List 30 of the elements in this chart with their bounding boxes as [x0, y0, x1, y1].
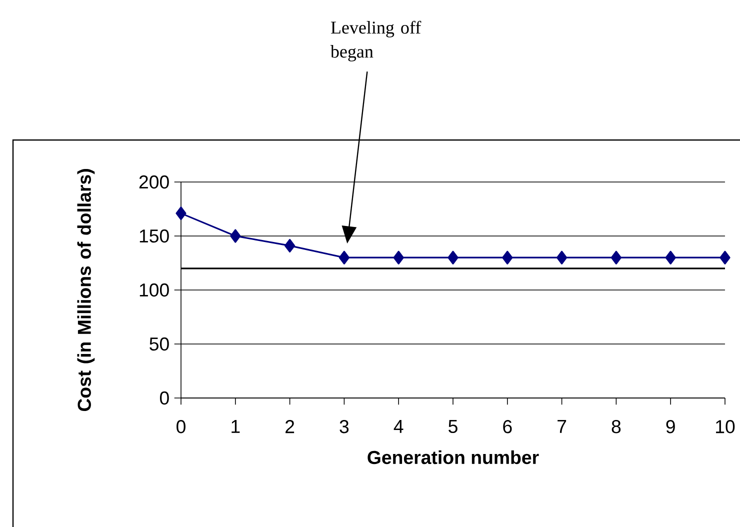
y-tick-label: 50: [150, 337, 169, 351]
point: [230, 229, 241, 243]
x-tick-label: 10: [716, 420, 735, 434]
point: [284, 238, 296, 253]
point: [665, 250, 676, 264]
y-tick-label: 150: [140, 229, 169, 243]
point: [502, 250, 513, 264]
point: [176, 206, 186, 220]
point: [720, 250, 730, 264]
point: [448, 250, 458, 264]
y-tick-label: 100: [140, 283, 169, 297]
x-tick-label: 4: [394, 420, 404, 433]
x-tick-label: 8: [612, 420, 621, 434]
point: [393, 250, 404, 264]
point: [338, 250, 350, 264]
x-tick-label: 0: [176, 420, 186, 434]
y-axis-title: Cost (in Millions of dollars): [77, 169, 95, 412]
point: [610, 250, 622, 264]
y-tick-label: 0: [160, 391, 169, 405]
y-tick-label: 200: [139, 175, 169, 189]
x-tick-label: 5: [448, 420, 458, 434]
x-axis-title: Generation number: [368, 450, 539, 464]
x-tick-label: 3: [340, 420, 349, 434]
x-tick-label: 6: [503, 420, 512, 434]
x-tick-label: 1: [232, 420, 240, 433]
x-tick-label: 9: [666, 420, 675, 434]
point: [556, 250, 568, 264]
x-tick-label: 7: [558, 420, 566, 433]
text: Leveling off began: [330, 20, 422, 62]
x-tick-label: 2: [286, 420, 294, 434]
